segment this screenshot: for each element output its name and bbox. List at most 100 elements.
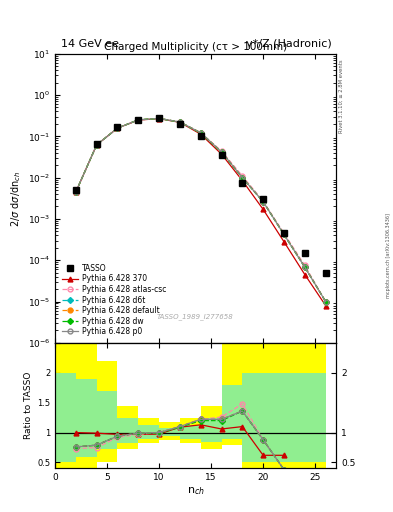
Pythia 6.428 default — [136, 117, 141, 123]
Pythia 6.428 atlas-csc — [323, 298, 328, 305]
Pythia 6.428 d6t — [323, 298, 328, 305]
Line: Pythia 6.428 atlas-csc: Pythia 6.428 atlas-csc — [73, 116, 328, 304]
Pythia 6.428 atlas-csc — [115, 125, 120, 131]
Pythia 6.428 dw — [178, 119, 182, 125]
Pythia 6.428 370 — [94, 142, 99, 148]
Pythia 6.428 370 — [240, 178, 245, 184]
Pythia 6.428 atlas-csc — [219, 148, 224, 154]
Pythia 6.428 default — [261, 199, 266, 205]
Pythia 6.428 dw — [157, 115, 162, 121]
Line: Pythia 6.428 370: Pythia 6.428 370 — [73, 116, 328, 308]
Line: Pythia 6.428 default: Pythia 6.428 default — [73, 116, 328, 304]
Pythia 6.428 p0 — [303, 264, 307, 270]
Pythia 6.428 p0 — [323, 298, 328, 305]
Pythia 6.428 d6t — [198, 130, 203, 136]
Pythia 6.428 d6t — [219, 149, 224, 155]
Pythia 6.428 p0 — [115, 125, 120, 131]
Pythia 6.428 370 — [73, 189, 78, 195]
Pythia 6.428 p0 — [282, 231, 286, 238]
Pythia 6.428 default — [323, 298, 328, 305]
Pythia 6.428 d6t — [73, 189, 78, 195]
Text: 14 GeV ee: 14 GeV ee — [61, 38, 119, 49]
Pythia 6.428 370 — [303, 271, 307, 278]
Pythia 6.428 370 — [198, 131, 203, 137]
Text: mcplots.cern.ch [arXiv:1306.3436]: mcplots.cern.ch [arXiv:1306.3436] — [386, 214, 391, 298]
Pythia 6.428 default — [73, 189, 78, 195]
Pythia 6.428 default — [198, 130, 203, 136]
Pythia 6.428 p0 — [73, 189, 78, 195]
Pythia 6.428 370 — [157, 116, 162, 122]
Pythia 6.428 default — [115, 125, 120, 131]
X-axis label: n$_{ch}$: n$_{ch}$ — [187, 485, 204, 497]
Pythia 6.428 d6t — [303, 264, 307, 270]
Pythia 6.428 dw — [94, 142, 99, 148]
Pythia 6.428 d6t — [115, 125, 120, 131]
Pythia 6.428 p0 — [94, 142, 99, 148]
Pythia 6.428 d6t — [157, 115, 162, 121]
Pythia 6.428 dw — [323, 298, 328, 305]
Line: TASSO: TASSO — [73, 115, 329, 275]
Pythia 6.428 dw — [73, 189, 78, 195]
Pythia 6.428 dw — [303, 264, 307, 270]
Pythia 6.428 p0 — [198, 130, 203, 136]
Pythia 6.428 atlas-csc — [261, 198, 266, 204]
TASSO — [282, 230, 286, 237]
TASSO — [198, 133, 203, 139]
Pythia 6.428 atlas-csc — [282, 230, 286, 237]
Pythia 6.428 atlas-csc — [73, 189, 78, 195]
Pythia 6.428 d6t — [282, 231, 286, 238]
Pythia 6.428 default — [303, 264, 307, 270]
Pythia 6.428 dw — [136, 117, 141, 123]
Y-axis label: 2/$\sigma$ d$\sigma$/dn$_{ch}$: 2/$\sigma$ d$\sigma$/dn$_{ch}$ — [10, 170, 24, 226]
Pythia 6.428 p0 — [219, 149, 224, 155]
Line: Pythia 6.428 d6t: Pythia 6.428 d6t — [74, 116, 328, 304]
TASSO — [157, 115, 162, 121]
TASSO — [323, 270, 328, 276]
Pythia 6.428 dw — [240, 175, 245, 181]
Pythia 6.428 dw — [198, 130, 203, 136]
TASSO — [178, 121, 182, 127]
TASSO — [73, 187, 78, 193]
Pythia 6.428 dw — [282, 231, 286, 238]
Pythia 6.428 370 — [115, 125, 120, 131]
Legend: TASSO, Pythia 6.428 370, Pythia 6.428 atlas-csc, Pythia 6.428 d6t, Pythia 6.428 : TASSO, Pythia 6.428 370, Pythia 6.428 at… — [62, 264, 166, 336]
Pythia 6.428 dw — [261, 199, 266, 205]
Line: Pythia 6.428 p0: Pythia 6.428 p0 — [73, 116, 328, 304]
Pythia 6.428 default — [178, 119, 182, 125]
Pythia 6.428 370 — [282, 239, 286, 245]
Pythia 6.428 atlas-csc — [178, 119, 182, 125]
TASSO — [303, 250, 307, 256]
Pythia 6.428 default — [94, 142, 99, 148]
Pythia 6.428 p0 — [136, 117, 141, 123]
Pythia 6.428 atlas-csc — [94, 142, 99, 148]
Pythia 6.428 370 — [261, 206, 266, 212]
Pythia 6.428 d6t — [178, 119, 182, 125]
Pythia 6.428 p0 — [240, 175, 245, 181]
Pythia 6.428 atlas-csc — [157, 115, 162, 121]
Pythia 6.428 d6t — [240, 175, 245, 181]
Line: Pythia 6.428 dw: Pythia 6.428 dw — [74, 116, 328, 304]
Pythia 6.428 default — [157, 115, 162, 121]
Y-axis label: Ratio to TASSO: Ratio to TASSO — [24, 372, 33, 439]
Pythia 6.428 default — [219, 149, 224, 155]
TASSO — [240, 180, 245, 186]
Pythia 6.428 atlas-csc — [303, 262, 307, 268]
Title: Charged Multiplicity (cτ > 100mm): Charged Multiplicity (cτ > 100mm) — [104, 41, 287, 52]
TASSO — [94, 141, 99, 147]
Pythia 6.428 p0 — [157, 115, 162, 121]
TASSO — [136, 117, 141, 123]
Pythia 6.428 370 — [219, 151, 224, 157]
TASSO — [115, 124, 120, 130]
Text: TASSO_1989_I277658: TASSO_1989_I277658 — [157, 313, 234, 319]
Text: Rivet 3.1.10; ≥ 2.8M events: Rivet 3.1.10; ≥ 2.8M events — [339, 59, 344, 133]
Pythia 6.428 p0 — [261, 199, 266, 205]
Pythia 6.428 atlas-csc — [198, 130, 203, 136]
Pythia 6.428 d6t — [136, 117, 141, 123]
Pythia 6.428 default — [282, 231, 286, 238]
Pythia 6.428 dw — [219, 150, 224, 156]
TASSO — [261, 196, 266, 202]
Pythia 6.428 370 — [136, 117, 141, 123]
Pythia 6.428 370 — [323, 303, 328, 309]
Text: γ*/Z (Hadronic): γ*/Z (Hadronic) — [246, 38, 332, 49]
Pythia 6.428 d6t — [94, 142, 99, 148]
